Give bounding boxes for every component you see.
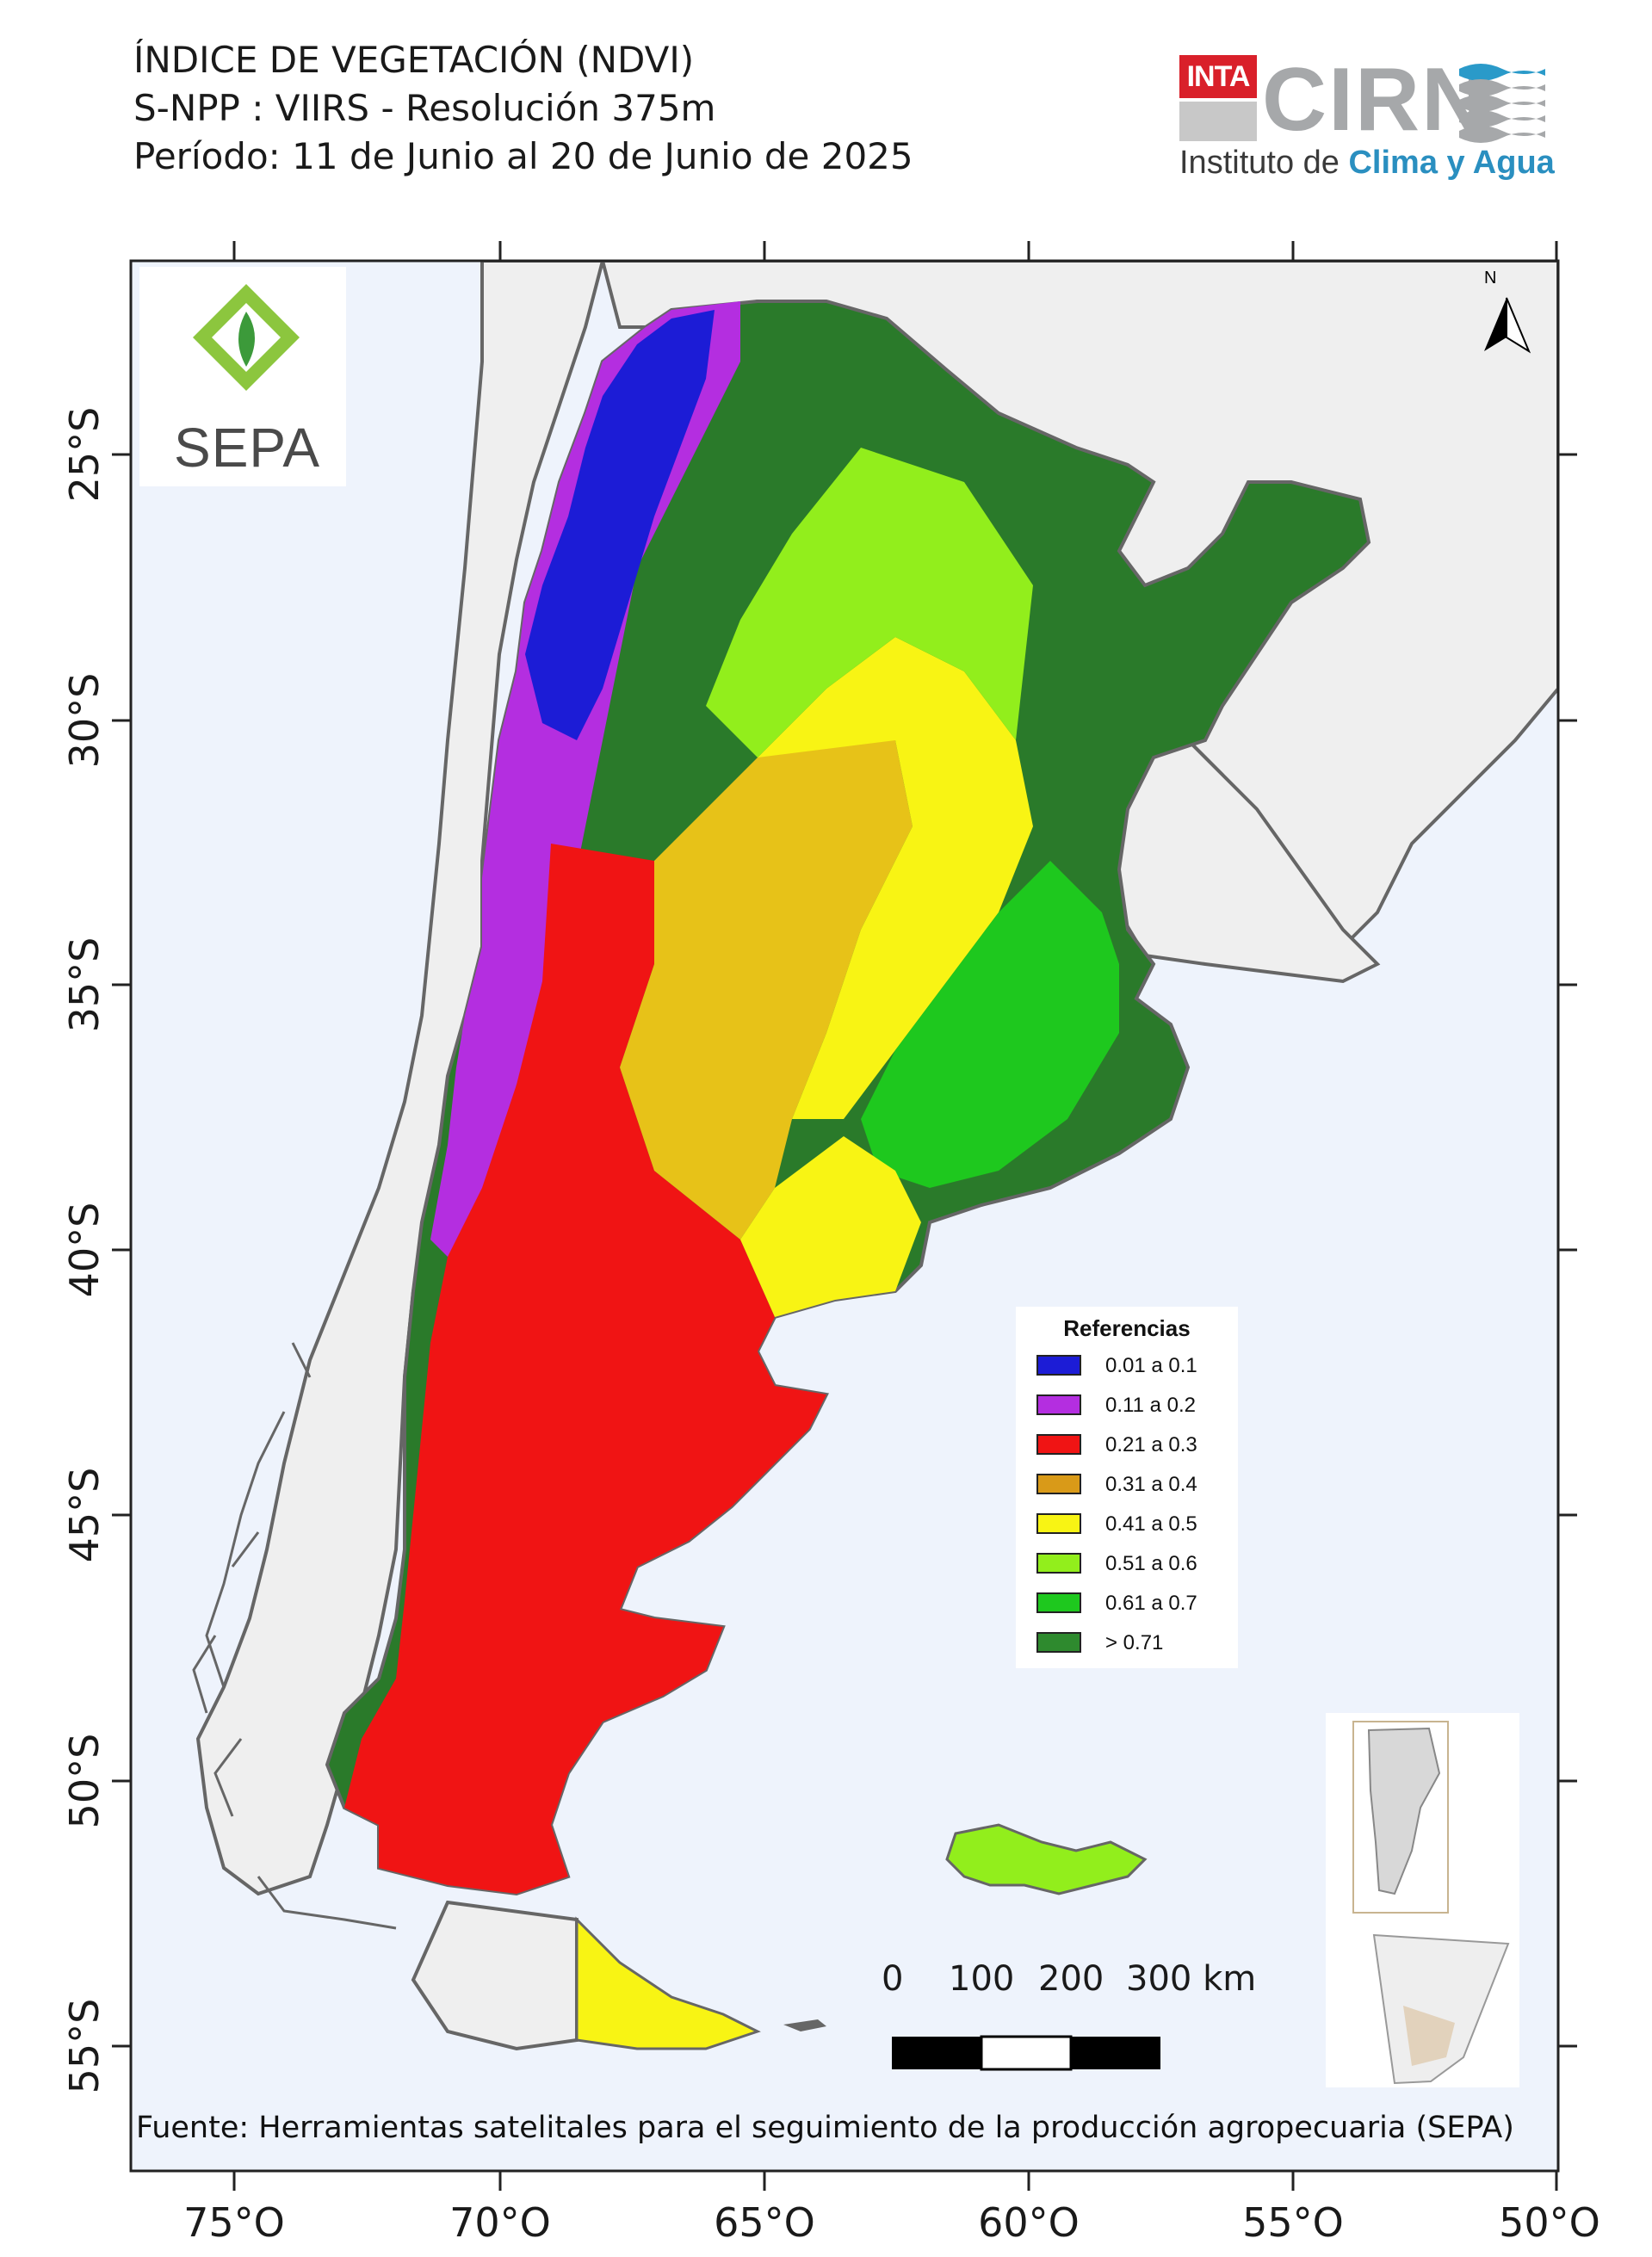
map-title: ÍNDICE DE VEGETACIÓN (NDVI) <box>133 39 695 81</box>
scale-label: 100 <box>949 1959 1015 1999</box>
lon-label: 75°O <box>183 2199 285 2246</box>
legend-swatch <box>1036 1592 1081 1613</box>
inta-logo-text: INTA <box>1179 55 1257 98</box>
legend-item: 0.01 a 0.1 <box>1036 1353 1234 1379</box>
scale-bar-labels: 0 100 200 300 km <box>869 1959 1265 2002</box>
lon-label: 55°O <box>1242 2199 1344 2246</box>
pampa-medium-ndvi <box>620 706 913 1240</box>
ndvi-map: 75°O 70°O 65°O 60°O 55°O 50°O 25°S 30°S … <box>61 241 1600 2246</box>
chile-land <box>195 261 605 1896</box>
legend-swatch <box>1036 1632 1081 1653</box>
legend-item: 0.21 a 0.3 <box>1036 1432 1234 1458</box>
central-light-green-ndvi <box>706 448 1033 757</box>
legend-label: 0.41 a 0.5 <box>1105 1512 1197 1536</box>
lat-label: 50°S <box>61 1734 108 1829</box>
legend-swatch <box>1036 1553 1081 1574</box>
patagonia-red <box>344 844 826 1894</box>
legend-item: 0.41 a 0.5 <box>1036 1512 1234 1537</box>
legend-item: 0.61 a 0.7 <box>1036 1591 1234 1617</box>
scale-label: 0 <box>882 1959 904 1999</box>
sepa-logo-text: SEPA <box>174 417 320 479</box>
scale-label: 300 km <box>1126 1959 1257 1999</box>
malvinas-islands <box>945 1823 1148 1895</box>
legend-swatch <box>1036 1394 1081 1415</box>
andes-low-ndvi <box>430 301 740 1274</box>
legend-label: 0.11 a 0.2 <box>1105 1394 1196 1417</box>
central-yellow-ndvi <box>758 637 1033 1119</box>
lat-label: 30°S <box>61 673 108 769</box>
legend-label: 0.01 a 0.1 <box>1105 1354 1197 1377</box>
sensor-subtitle: S-NPP : VIIRS - Resolución 375m <box>133 87 716 129</box>
north-label: N <box>1484 269 1497 288</box>
lat-label: 25°S <box>61 407 108 503</box>
inta-logo-base <box>1179 102 1257 141</box>
longitude-labels: 75°O 70°O 65°O 60°O 55°O 50°O <box>183 2199 1600 2246</box>
leaf-icon <box>193 284 300 391</box>
lat-label: 35°S <box>61 937 108 1033</box>
north-arrow-icon <box>1484 297 1531 354</box>
latitude-labels: 25°S 30°S 35°S 40°S 45°S 50°S 55°S <box>61 407 108 2094</box>
legend-label: 0.31 a 0.4 <box>1105 1473 1197 1496</box>
legend-swatch <box>1036 1513 1081 1534</box>
institute-accent: Clima y Agua <box>1348 145 1555 181</box>
institute-prefix: Instituto de <box>1179 145 1349 181</box>
southeast-yellow-ndvi <box>740 1136 921 1317</box>
tick-marks <box>112 241 1577 2191</box>
inta-logo: INTA <box>1179 55 1257 146</box>
waves-icon <box>1459 64 1545 143</box>
chilean-fjords <box>192 1342 397 1930</box>
legend-swatch <box>1036 1474 1081 1494</box>
legend-item: 0.51 a 0.6 <box>1036 1551 1234 1577</box>
legend-item: 0.11 a 0.2 <box>1036 1393 1234 1419</box>
pampa-green-ndvi <box>861 861 1119 1188</box>
inset-locator-map <box>1326 1713 1519 2087</box>
title-block: ÍNDICE DE VEGETACIÓN (NDVI) S-NPP : VIIR… <box>133 36 913 181</box>
legend-item: > 0.71 <box>1036 1630 1234 1656</box>
period-subtitle: Período: 11 de Junio al 20 de Junio de 2… <box>133 135 913 177</box>
scale-label: 200 <box>1038 1959 1104 1999</box>
legend-swatch <box>1036 1434 1081 1455</box>
isla-estados <box>783 2019 826 2031</box>
legend-label: > 0.71 <box>1105 1631 1164 1654</box>
puna-very-low-ndvi <box>525 310 715 740</box>
sepa-logo: SEPA <box>139 267 346 486</box>
legend-item: 0.31 a 0.4 <box>1036 1472 1234 1498</box>
map-frame <box>129 259 1560 2173</box>
legend-title: Referencias <box>1063 1315 1191 1341</box>
lat-label: 45°S <box>61 1468 108 1563</box>
cirn-logo-text: CIRN <box>1262 50 1488 150</box>
scale-bar <box>892 2035 1160 2071</box>
legend: Referencias 0.01 a 0.1 0.11 a 0.2 0.21 a… <box>1016 1307 1238 1668</box>
legend-label: 0.21 a 0.3 <box>1105 1433 1197 1456</box>
source-footnote: Fuente: Herramientas satelitales para el… <box>136 2111 1514 2145</box>
lon-label: 60°O <box>978 2199 1080 2246</box>
legend-label: 0.61 a 0.7 <box>1105 1592 1197 1615</box>
legend-swatch <box>1036 1355 1081 1376</box>
institute-name: Instituto de Clima y Agua <box>1179 143 1555 182</box>
lon-label: 50°O <box>1499 2199 1600 2246</box>
lon-label: 70°O <box>449 2199 551 2246</box>
lat-label: 55°S <box>61 1999 108 2094</box>
lat-label: 40°S <box>61 1203 108 1298</box>
tierra-del-fuego-argentina <box>575 1916 761 2050</box>
legend-label: 0.51 a 0.6 <box>1105 1552 1197 1575</box>
lon-label: 65°O <box>714 2199 815 2246</box>
